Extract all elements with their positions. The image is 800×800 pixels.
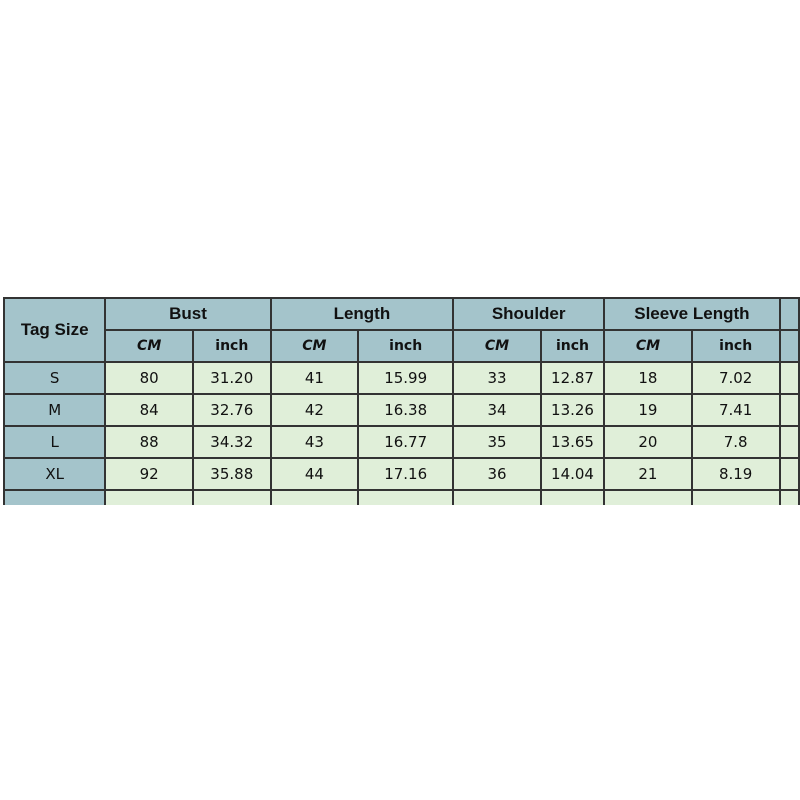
clipped-cell (104, 489, 194, 505)
value-cell: 31.20 (191, 361, 272, 395)
value-cell: 32.76 (191, 393, 272, 427)
value-cell: 17.16 (357, 457, 455, 491)
clipped-cell (452, 489, 542, 505)
value-cell: 13.65 (539, 425, 606, 459)
value-cell: 21 (603, 457, 693, 491)
clipped-cell (603, 489, 693, 505)
clipped-cell (778, 489, 800, 505)
unit-header: inch (191, 329, 272, 363)
value-cell: 18 (603, 361, 693, 395)
value-cell: 80 (104, 361, 194, 395)
clipped-cell (778, 361, 800, 395)
clipped-cell (191, 489, 272, 505)
group-header-sleeve-length: Sleeve Length (603, 297, 781, 331)
clipped-cell (778, 393, 800, 427)
value-cell: 34.32 (191, 425, 272, 459)
unit-header: inch (539, 329, 606, 363)
unit-header: CM (603, 329, 693, 363)
value-cell: 36 (452, 457, 542, 491)
unit-header: CM (452, 329, 542, 363)
clipped-cell (357, 489, 455, 505)
value-cell: 7.41 (690, 393, 781, 427)
clipped-cell (778, 457, 800, 491)
value-cell: 20 (603, 425, 693, 459)
value-cell: 42 (269, 393, 360, 427)
group-header-shoulder: Shoulder (452, 297, 606, 331)
unit-header: inch (357, 329, 455, 363)
value-cell: 16.77 (357, 425, 455, 459)
tag-size-cell: M (3, 393, 107, 427)
clipped-cell (690, 489, 781, 505)
value-cell: 8.19 (690, 457, 781, 491)
unit-header: CM (269, 329, 360, 363)
value-cell: 16.38 (357, 393, 455, 427)
tag-size-cell: S (3, 361, 107, 395)
value-cell: 33 (452, 361, 542, 395)
clipped-cell (778, 425, 800, 459)
value-cell: 15.99 (357, 361, 455, 395)
clipped-header (778, 297, 800, 331)
clipped-cell (539, 489, 606, 505)
value-cell: 44 (269, 457, 360, 491)
clipped-cell (269, 489, 360, 505)
table-row: L 88 34.32 43 16.77 35 13.65 20 7.8 (3, 425, 800, 459)
value-cell: 88 (104, 425, 194, 459)
clipped-header (778, 329, 800, 363)
size-table: Tag Size Bust Length Shoulder Sleeve Len… (3, 297, 800, 505)
value-cell: 13.26 (539, 393, 606, 427)
table-row: S 80 31.20 41 15.99 33 12.87 18 7.02 (3, 361, 800, 395)
value-cell: 84 (104, 393, 194, 427)
value-cell: 7.02 (690, 361, 781, 395)
value-cell: 35.88 (191, 457, 272, 491)
unit-header: inch (690, 329, 781, 363)
value-cell: 34 (452, 393, 542, 427)
tag-size-header: Tag Size (3, 297, 107, 363)
table-row: XL 92 35.88 44 17.16 36 14.04 21 8.19 (3, 457, 800, 491)
value-cell: 12.87 (539, 361, 606, 395)
value-cell: 92 (104, 457, 194, 491)
tag-size-cell: L (3, 425, 107, 459)
value-cell: 19 (603, 393, 693, 427)
clipped-cell (3, 489, 107, 505)
size-chart: Tag Size Bust Length Shoulder Sleeve Len… (3, 297, 800, 505)
value-cell: 14.04 (539, 457, 606, 491)
table-row: M 84 32.76 42 16.38 34 13.26 19 7.41 (3, 393, 800, 427)
unit-header: CM (104, 329, 194, 363)
value-cell: 7.8 (690, 425, 781, 459)
group-header-bust: Bust (104, 297, 272, 331)
group-header-length: Length (269, 297, 455, 331)
tag-size-cell: XL (3, 457, 107, 491)
value-cell: 41 (269, 361, 360, 395)
value-cell: 43 (269, 425, 360, 459)
value-cell: 35 (452, 425, 542, 459)
